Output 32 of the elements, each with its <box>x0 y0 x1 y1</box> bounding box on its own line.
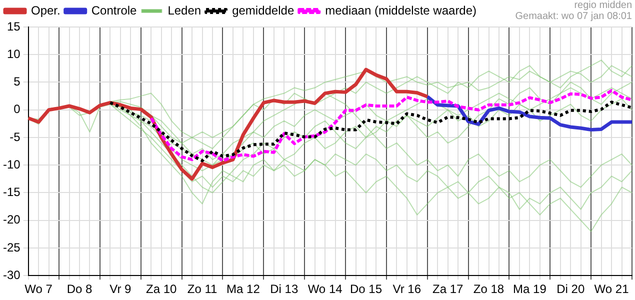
x-tick-label: Vr 16 <box>392 282 422 296</box>
y-tick-label: -5 <box>10 130 21 144</box>
x-tick-label: Zo 18 <box>473 282 504 296</box>
legend-label: Controle <box>91 3 138 18</box>
x-tick-label: Ma 12 <box>226 282 260 296</box>
y-tick-label: 0 <box>14 102 21 116</box>
text: regio midden <box>573 0 632 11</box>
x-tick-label: Za 10 <box>146 282 178 296</box>
x-tick-label: Ma 19 <box>513 282 547 296</box>
y-tick-label: 15 <box>6 19 21 34</box>
legend-label: gemiddelde <box>232 3 294 18</box>
y-tick-label: 10 <box>6 46 21 61</box>
y-tick-label: 5 <box>14 74 21 89</box>
legend-label: Leden <box>168 3 202 18</box>
legend-label: mediaan (middelste waarde) <box>325 3 477 18</box>
y-tick-label: -25 <box>3 240 21 254</box>
x-tick-label: Wo 21 <box>594 282 630 296</box>
x-tick-label: Di 20 <box>556 282 585 296</box>
x-tick-label: Zo 11 <box>187 282 218 296</box>
x-tick-label: Di 13 <box>270 282 298 296</box>
y-tick-label: -30 <box>3 268 21 282</box>
x-tick-label: Do 15 <box>350 282 382 296</box>
x-tick-label: Za 17 <box>432 282 464 296</box>
y-tick-label: -10 <box>3 157 21 172</box>
x-tick-label: Vr 9 <box>110 282 132 296</box>
x-tick-label: Wo 7 <box>24 282 53 296</box>
legend-label: Oper. <box>31 3 60 18</box>
y-tick-label: -15 <box>3 185 21 200</box>
x-tick-label: Do 8 <box>66 282 92 296</box>
text: Gemaakt: wo 07 jan 08:01 <box>515 11 632 22</box>
x-tick-label: Wo 14 <box>308 282 343 296</box>
y-tick-label: -20 <box>3 212 21 227</box>
